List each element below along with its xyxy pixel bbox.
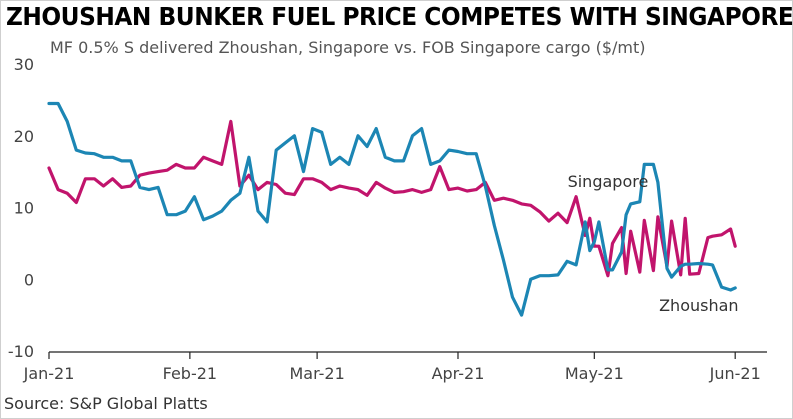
x-tick-label: Feb-21 bbox=[163, 364, 217, 383]
chart-subtitle: MF 0.5% S delivered Zhoushan, Singapore … bbox=[50, 38, 646, 57]
chart-source: Source: S&P Global Platts bbox=[4, 394, 208, 413]
chart-series bbox=[47, 101, 737, 317]
y-tick-label: 10 bbox=[14, 199, 34, 218]
x-tick-label: Jun-21 bbox=[709, 364, 761, 383]
x-tick-label: Apr-21 bbox=[432, 364, 485, 383]
chart-title: ZHOUSHAN BUNKER FUEL PRICE COMPETES WITH… bbox=[6, 2, 793, 31]
x-tick-label: Mar-21 bbox=[289, 364, 344, 383]
chart-annotations: Singapore Zhoushan bbox=[568, 172, 739, 315]
series-line-singapore bbox=[47, 119, 737, 278]
series-line-zhoushan bbox=[47, 101, 737, 317]
annotation-singapore: Singapore bbox=[568, 172, 649, 191]
y-tick-label: 20 bbox=[14, 127, 34, 146]
y-tick-label: -10 bbox=[8, 342, 34, 361]
y-tick-label: 0 bbox=[24, 270, 34, 289]
x-tick-label: Jan-21 bbox=[23, 364, 75, 383]
annotation-zhoushan: Zhoushan bbox=[659, 296, 738, 315]
x-tick-label: May-21 bbox=[565, 364, 624, 383]
chart-axes: 30 20 10 0 -10 Jan-21 Feb-21 Mar-21 Apr-21 May-21… bbox=[8, 55, 767, 383]
y-tick-label: 30 bbox=[14, 55, 34, 74]
